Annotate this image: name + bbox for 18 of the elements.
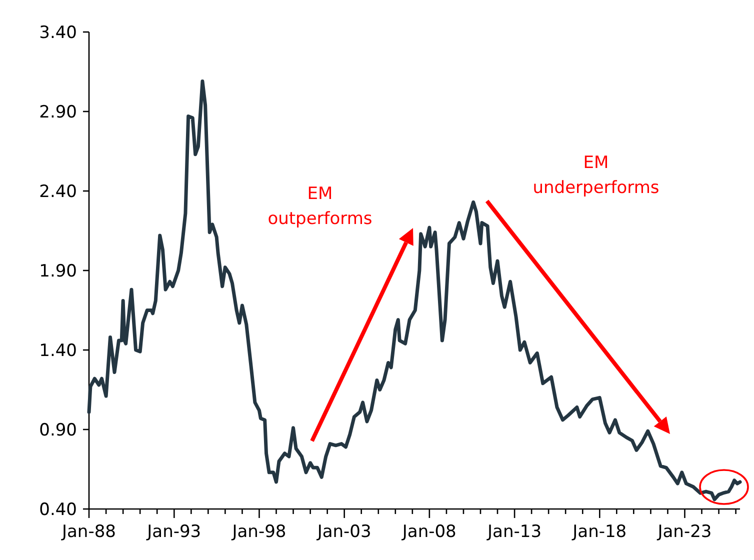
y-tick-label: 3.40: [39, 22, 77, 43]
x-tick-label: Jan-98: [231, 522, 286, 542]
x-tick-label: Jan-88: [61, 522, 116, 542]
y-tick-label: 2.90: [39, 102, 77, 122]
line-series: [87, 80, 742, 502]
y-tick-label: 1.90: [39, 261, 77, 282]
y-tick-label: 1.40: [39, 340, 77, 361]
annotation: EM outperforms: [268, 184, 372, 229]
x-tick-label: Jan-18: [572, 522, 627, 542]
x-tick-label: Jan-93: [146, 522, 202, 542]
x-tick-label: Jan-03: [316, 522, 372, 542]
y-tick-label: 0.40: [39, 500, 77, 520]
x-tick-label: Jan-08: [401, 522, 456, 542]
y-tick-label: 0.90: [39, 420, 77, 440]
x-tick-label: Jan-13: [486, 522, 542, 542]
x-tick-label: Jan-23: [656, 522, 712, 542]
y-tick-label: 2.40: [39, 182, 77, 202]
annotation: EM underperforms: [532, 153, 660, 198]
